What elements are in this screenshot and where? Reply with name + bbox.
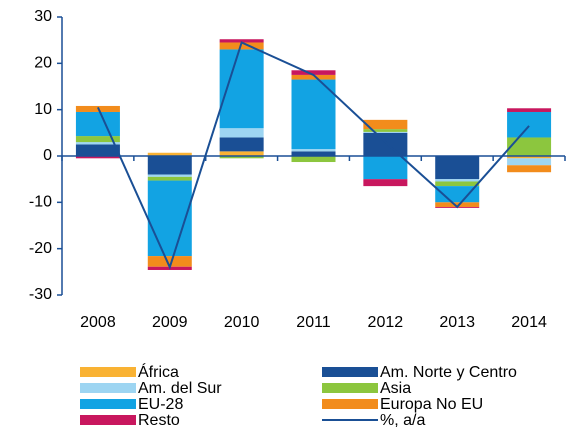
- legend-label: África: [138, 362, 179, 381]
- y-tick-label: -20: [29, 240, 52, 257]
- legend-swatch: [322, 399, 378, 409]
- bar-segment: [147, 174, 192, 177]
- bar-segment: [75, 142, 120, 145]
- bar-segment: [219, 39, 264, 43]
- y-tick-label: 30: [34, 8, 52, 25]
- bar-segment: [75, 111, 120, 137]
- bar-segment: [291, 151, 336, 156]
- bar-segment: [219, 42, 264, 50]
- bar-segment: [363, 132, 408, 156]
- x-tick-label: 2011: [296, 314, 331, 331]
- bar-segment: [291, 149, 336, 152]
- bar-segment: [435, 181, 480, 187]
- bar-segment: [363, 179, 408, 187]
- line: [97, 41, 530, 270]
- bar-segment: [507, 156, 552, 159]
- bar-segment: [75, 136, 120, 143]
- bar-segment: [363, 119, 408, 130]
- bar-segment: [363, 131, 408, 133]
- y-tick-label: 0: [43, 147, 52, 164]
- bar-segment: [219, 128, 264, 138]
- bar-segment: [291, 70, 336, 75]
- x-tick-label: 2013: [439, 314, 475, 331]
- bar-segment: [219, 137, 264, 152]
- bar-segment: [363, 156, 408, 180]
- bar-segment: [75, 144, 120, 156]
- legend-swatch: [80, 399, 136, 409]
- bar-segment: [507, 165, 552, 173]
- legend-label: Asia: [380, 380, 411, 397]
- bar-segment: [507, 137, 552, 156]
- bar-segment: [147, 152, 192, 156]
- y-tick-label: 20: [34, 55, 52, 72]
- bar-segment: [291, 74, 336, 80]
- legend-swatch: [322, 367, 378, 377]
- legend-swatch: [80, 367, 136, 377]
- legend-label: Resto: [138, 412, 180, 429]
- bar-segment: [507, 158, 552, 166]
- x-tick-label: 2012: [368, 314, 404, 331]
- bar-segment: [507, 111, 552, 138]
- bar-segment: [435, 156, 480, 180]
- x-tick-label: 2008: [80, 314, 116, 331]
- x-tick-label: 2010: [224, 314, 260, 331]
- x-tick-label: 2014: [511, 314, 547, 331]
- legend-label: %, a/a: [380, 412, 425, 429]
- bar-segment: [147, 176, 192, 181]
- y-tick-label: -30: [29, 286, 52, 303]
- y-tick-label: 10: [34, 101, 52, 118]
- legend-label: EU-28: [138, 396, 183, 413]
- legend-swatch: [80, 415, 136, 425]
- bar-segment: [147, 156, 192, 175]
- bar-segment: [219, 151, 264, 156]
- bar-segment: [435, 179, 480, 182]
- bar-segment: [363, 129, 408, 132]
- bar-segment: [435, 202, 480, 207]
- bar-segment: [75, 156, 120, 159]
- x-tick-label: 2009: [152, 314, 188, 331]
- legend-label: Am. del Sur: [138, 380, 222, 397]
- legend-swatch: [322, 383, 378, 393]
- legend-label: Am. Norte y Centro: [380, 364, 517, 381]
- legend-swatch: [80, 383, 136, 393]
- y-tick-label: -10: [29, 194, 52, 211]
- bar-segment: [147, 256, 192, 267]
- bar-segment: [291, 79, 336, 150]
- legend-label: Europa No EU: [380, 396, 483, 413]
- bar-segment: [291, 156, 336, 163]
- bar-segment: [219, 156, 264, 159]
- bar-segment: [507, 108, 552, 112]
